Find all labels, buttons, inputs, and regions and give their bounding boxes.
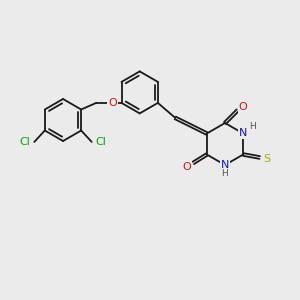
Text: N: N: [221, 160, 229, 170]
Text: N: N: [239, 128, 248, 139]
Text: S: S: [264, 154, 271, 164]
Text: Cl: Cl: [96, 137, 107, 147]
Text: H: H: [222, 169, 228, 178]
Text: O: O: [182, 161, 191, 172]
Text: H: H: [249, 122, 256, 131]
Text: O: O: [238, 102, 247, 112]
Text: O: O: [108, 98, 117, 108]
Text: Cl: Cl: [19, 137, 30, 147]
